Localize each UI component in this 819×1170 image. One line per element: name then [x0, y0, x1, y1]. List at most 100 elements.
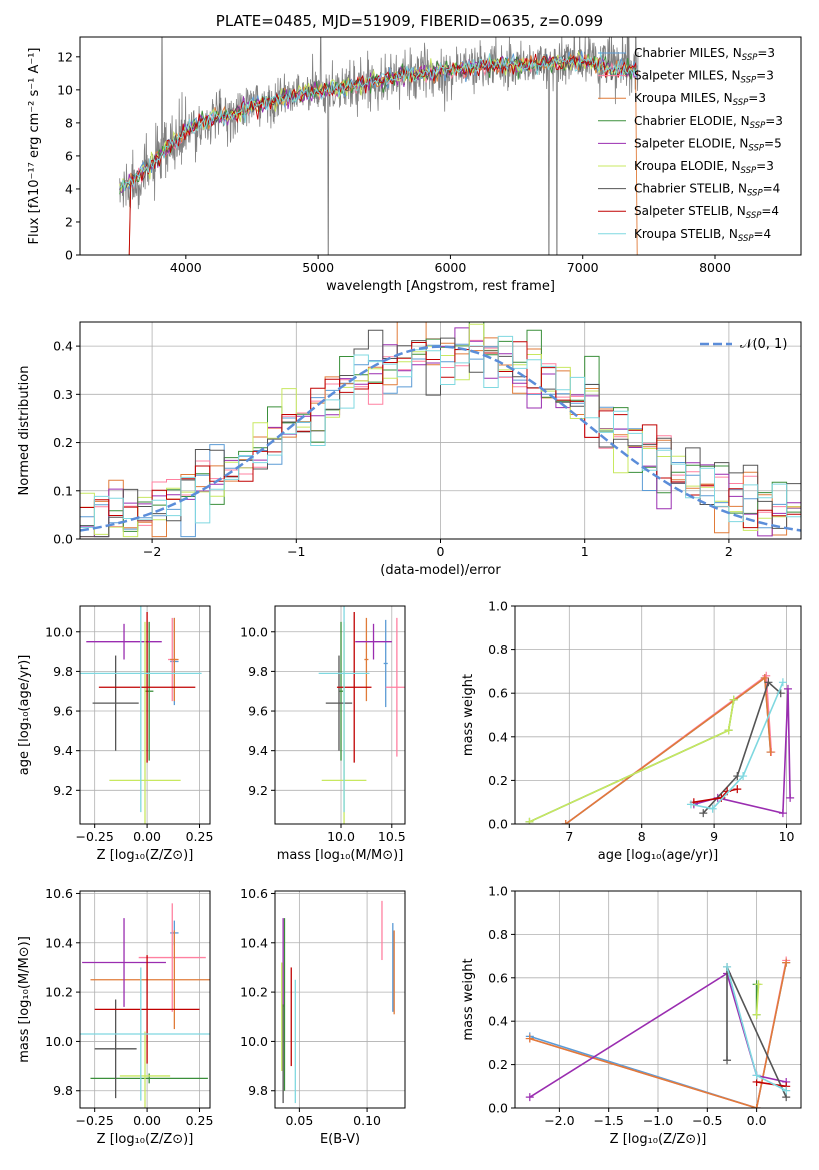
- y-tick-label: 1.0: [488, 884, 508, 899]
- weight-series-chabrier-miles: [561, 673, 775, 824]
- weight-series-chabrier-elodie: [525, 695, 738, 824]
- series-marker: [760, 673, 769, 682]
- x-tick-label: −0.25: [76, 1113, 114, 1128]
- y-tick-label: 9.6: [248, 704, 268, 719]
- x-tick-label: −0.25: [76, 829, 114, 844]
- y-tick-label: 0.0: [488, 817, 508, 832]
- errorbar-point-salpeter-miles: [385, 617, 405, 757]
- legend-entry: Chabrier STELIB, NSSP=4: [634, 182, 780, 199]
- x-tick-label: 7000: [567, 260, 599, 275]
- series-marker: [708, 804, 717, 813]
- y-tick-label: 0.4: [488, 1014, 508, 1029]
- plot-area: [80, 903, 210, 1108]
- errorbar-point-chabrier-stelib: [92, 655, 139, 751]
- y-tick-label: 0.6: [488, 970, 508, 985]
- series-marker: [525, 817, 534, 824]
- series-line: [693, 788, 738, 803]
- series-line: [529, 972, 787, 1098]
- series-line: [529, 699, 735, 823]
- panel-weight-vs-Z: −2.0 −1.5 −1.0 −0.5 0.0 0.0 0.2 0.4 0.6 0.8 1.0 Z […: [461, 884, 802, 1147]
- axes-frame: [79, 890, 211, 1109]
- x-tick-label: 10.5: [378, 829, 406, 844]
- series-marker: [786, 793, 795, 802]
- series-line: [755, 984, 760, 1015]
- errorbar-point-kroupa-miles: [364, 617, 369, 702]
- model-spectrum-kroupa-stelib: [119, 51, 638, 192]
- y-tick-label: 10.2: [240, 985, 268, 1000]
- axes-frame: [79, 605, 211, 825]
- y-tick-label: 9.8: [248, 664, 268, 679]
- series-line: [529, 962, 787, 1108]
- y-tick-label: 9.8: [248, 1083, 268, 1098]
- plot-area: [281, 900, 395, 1104]
- panel-mass-vs-Z: −0.25 0.00 0.25 9.8 10.0 10.2 10.4 10.6 Z [log₁₀…: [17, 886, 214, 1147]
- legend-entry: Salpeter ELODIE, NSSP=5: [634, 136, 782, 153]
- y-tick-label: 12: [57, 49, 73, 64]
- x-tick-label: −2.0: [544, 1113, 574, 1128]
- y-axis-label: mass weight: [461, 674, 476, 756]
- errorbar-point-kroupa-elodie: [109, 621, 181, 824]
- figure-title: PLATE=0485, MJD=51909, FIBERID=0635, z=0…: [215, 12, 604, 30]
- histogram-kroupa-stelib: [80, 335, 801, 528]
- x-tick-label: −1: [287, 544, 305, 559]
- y-tick-label: 0.3: [53, 387, 73, 402]
- x-tick-label: 0.00: [133, 1113, 161, 1128]
- y-tick-label: 9.4: [248, 743, 268, 758]
- series-marker: [724, 726, 733, 735]
- errorbar-point-kroupa-stelib: [80, 606, 202, 813]
- x-tick-label: 0.25: [186, 1113, 214, 1128]
- plot-area: [80, 322, 801, 538]
- x-tick-label: 0.10: [353, 1113, 381, 1128]
- weight-series-kroupa-miles: [525, 958, 791, 1108]
- x-tick-label: 0.0: [747, 1113, 767, 1128]
- errorbar-point-kroupa-stelib: [318, 606, 370, 813]
- y-tick-label: 0.4: [488, 729, 508, 744]
- series-marker: [766, 748, 775, 757]
- y-tick-label: 10.2: [45, 985, 73, 1000]
- legend-entry: Salpeter MILES, NSSP=3: [634, 69, 774, 86]
- axes-frame: [79, 36, 802, 256]
- series-marker: [752, 1104, 761, 1108]
- panel-age-vs-Z: −0.25 0.00 0.25 9.2 9.4 9.6 9.8 10.0 Z [log₁₀(Z/…: [17, 605, 213, 863]
- series-marker: [525, 1034, 534, 1043]
- errorbar-point-chabrier-elodie: [338, 621, 344, 761]
- weight-series-chabrier-stelib: [699, 678, 785, 818]
- x-axis-label: Z [log₁₀(Z/Z⊙)]: [610, 1132, 707, 1147]
- series-marker: [782, 958, 791, 967]
- y-tick-label: 4: [65, 181, 73, 196]
- errorbar-point-kroupa-stelib: [80, 967, 210, 1101]
- series-marker: [778, 678, 787, 687]
- plot-area: [525, 671, 795, 824]
- series-marker: [686, 800, 695, 809]
- errorbar-point-chabrier-stelib: [325, 655, 353, 751]
- errorbar-point-salpeter-stelib: [98, 611, 196, 763]
- series-marker: [729, 695, 738, 704]
- axes-frame: [514, 605, 802, 825]
- errorbar-point-kroupa-miles: [170, 617, 179, 702]
- x-tick-label: −1.0: [643, 1113, 673, 1128]
- y-axis-label: Flux [fλ10⁻¹⁷ erg cm⁻² s⁻¹ A⁻¹]: [27, 48, 42, 245]
- errorbar-point-salpeter-elodie: [82, 918, 166, 1007]
- series-marker: [752, 1071, 761, 1080]
- y-tick-label: 10.0: [240, 624, 268, 639]
- series-line: [565, 676, 772, 824]
- x-tick-label: 6000: [435, 260, 467, 275]
- x-tick-label: −1.5: [594, 1113, 624, 1128]
- histogram-chabrier-stelib: [80, 329, 801, 538]
- y-tick-label: 8: [65, 115, 73, 130]
- y-tick-label: 9.4: [53, 743, 73, 758]
- x-tick-label: 10: [779, 829, 795, 844]
- series-marker: [754, 980, 763, 989]
- y-axis-label: age [log₁₀(age/yr)]: [17, 655, 32, 776]
- weight-series-salpeter-elodie: [689, 684, 795, 818]
- series-marker: [739, 772, 748, 781]
- y-tick-label: 10: [57, 82, 73, 97]
- legend-entry: Kroupa ELODIE, NSSP=3: [634, 159, 774, 176]
- x-tick-label: 7: [565, 829, 573, 844]
- x-axis-label: Z [log₁₀(Z/Z⊙)]: [97, 848, 194, 863]
- y-tick-label: 10.4: [45, 935, 73, 950]
- errorbar-point-kroupa-miles: [90, 930, 210, 1030]
- axes-frame: [274, 890, 406, 1109]
- series-marker: [782, 1086, 791, 1095]
